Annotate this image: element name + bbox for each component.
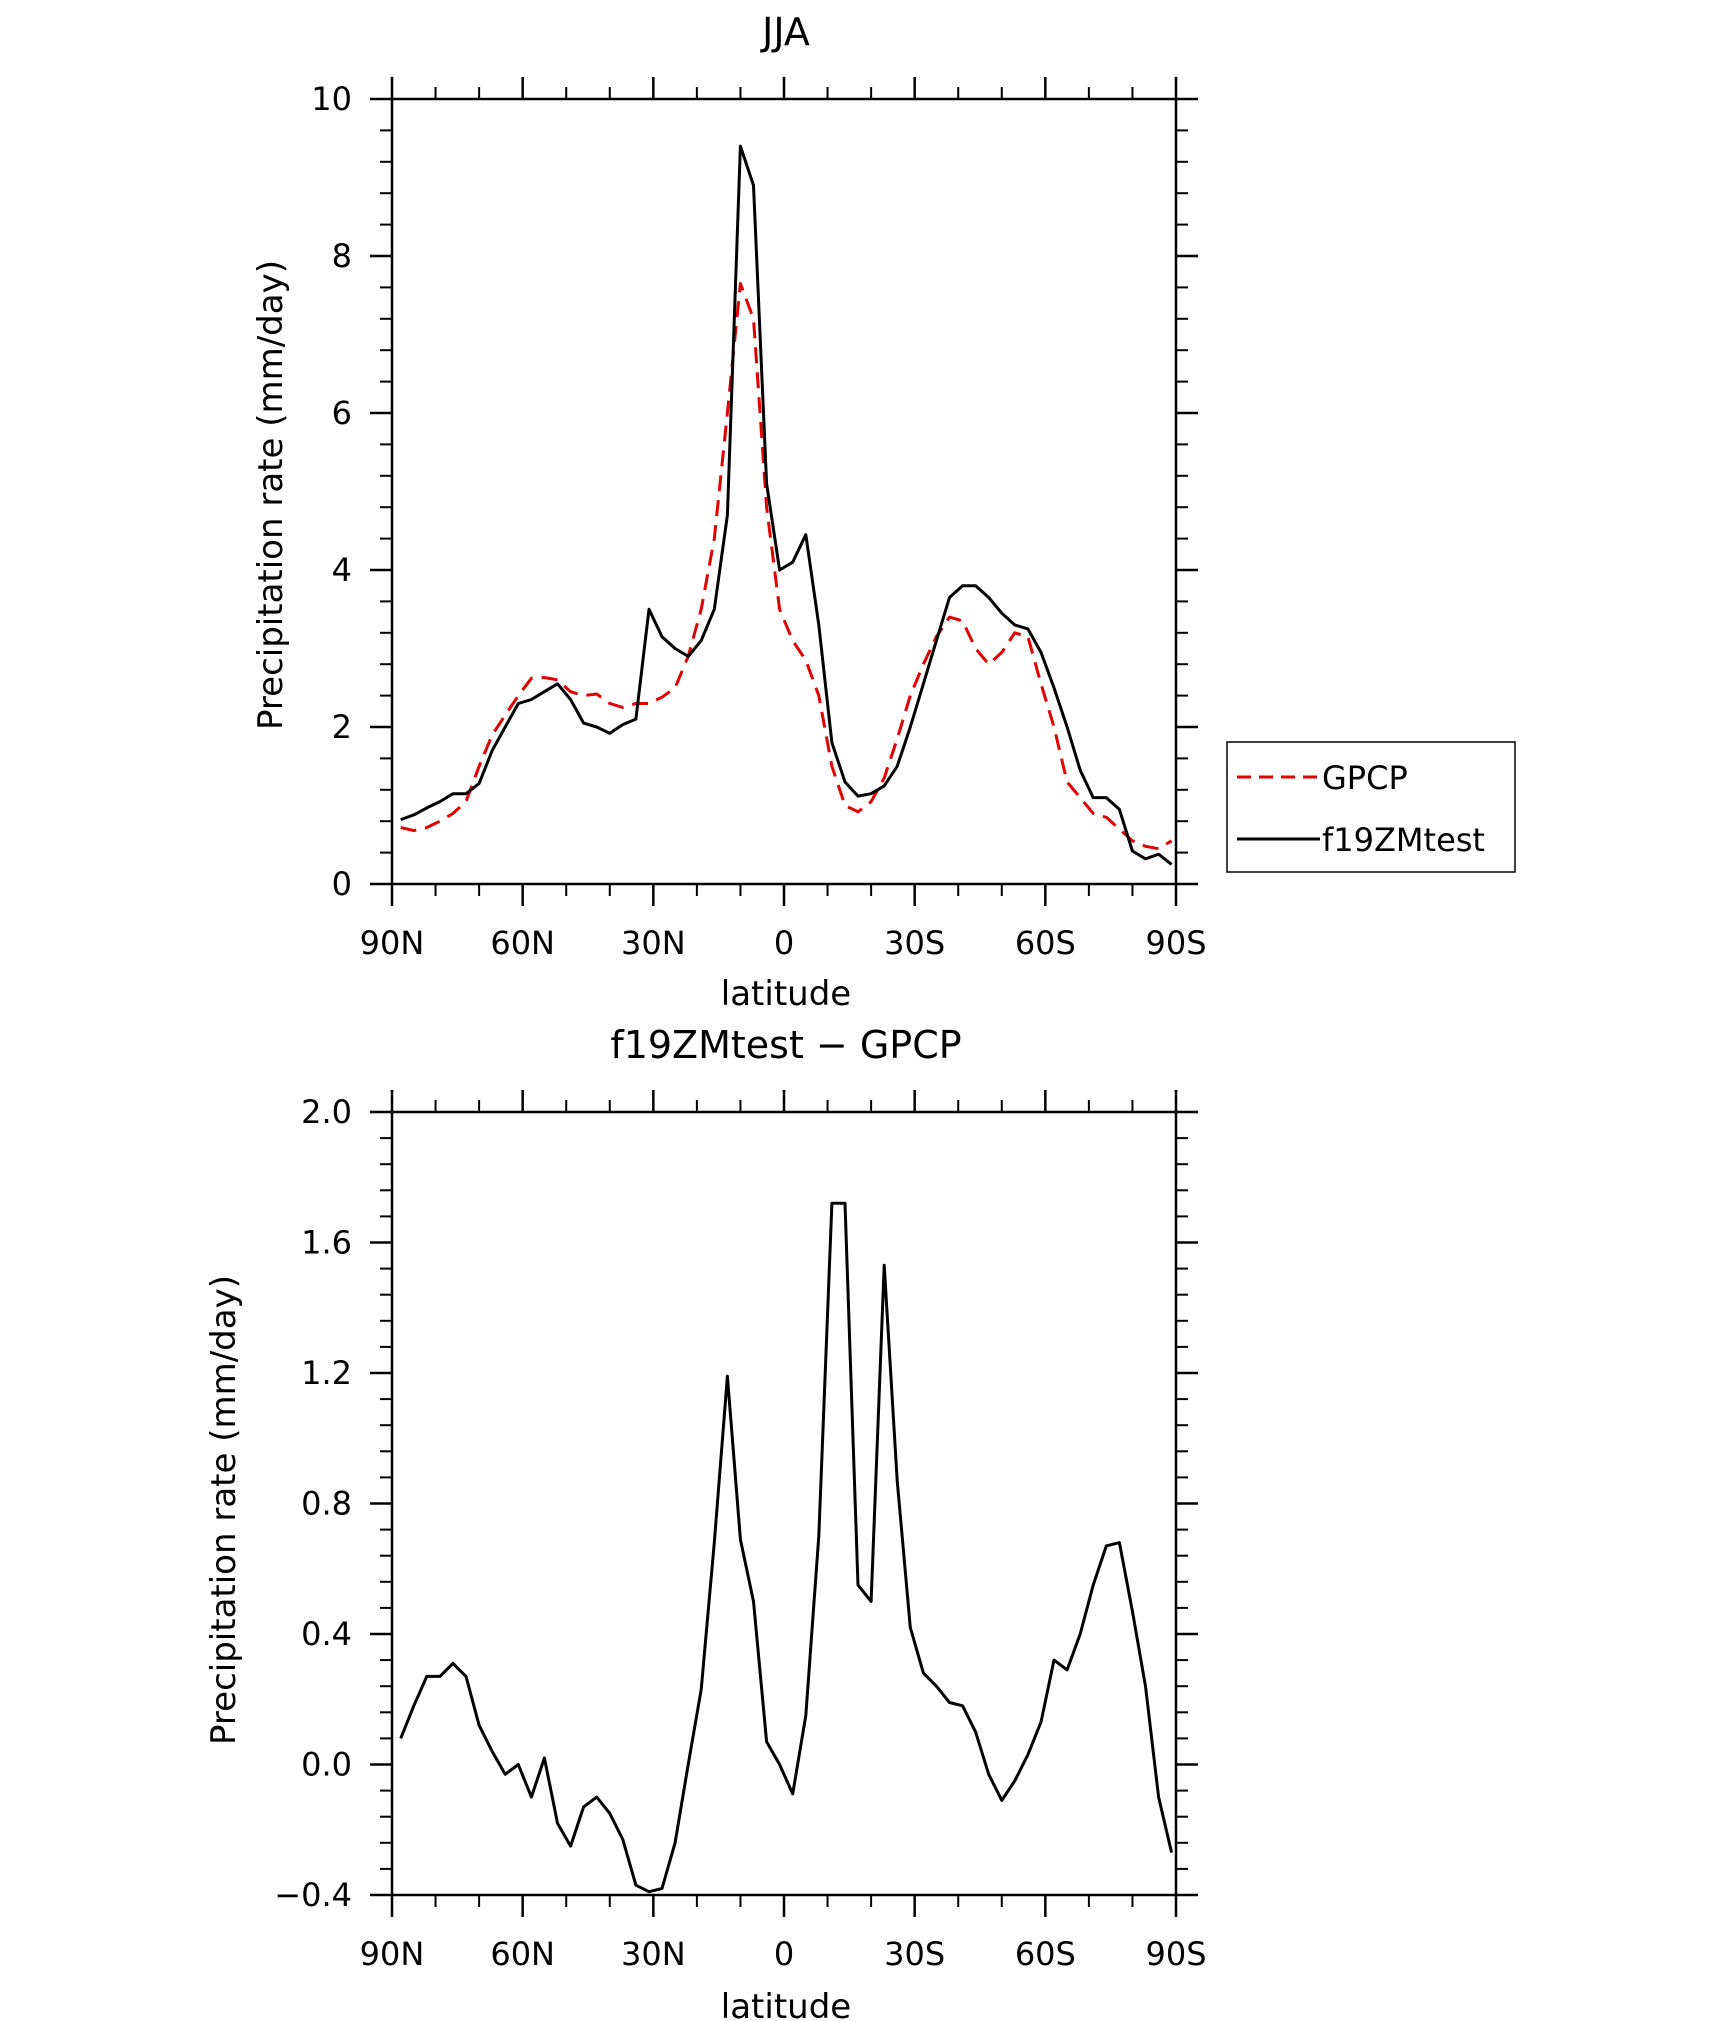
top-y-axis-label: Precipitation rate (mm/day) [251, 260, 291, 730]
bottom-y-tick-label: 0.4 [301, 1615, 352, 1653]
top-plot-area: 90N 60N 30N 0 30S 60S 90S 0 2 4 6 8 10 [311, 77, 1207, 962]
bottom-y-tick-label: −0.4 [274, 1876, 352, 1914]
top-series-gpcp-line [400, 282, 1173, 851]
bottom-y-tick-label: 1.2 [301, 1354, 352, 1392]
bottom-panel: f19ZMtest − GPCP 90N 60N 30N 0 30S 60S 90S −0.4… [204, 1023, 1207, 2021]
bottom-x-tick-label: 90S [1145, 1935, 1206, 1973]
bottom-plot-area: 90N 60N 30N 0 30S 60S 90S −0.4 0.0 0.4 0.8 1.2 1.6 2.… [274, 1090, 1207, 1973]
top-y-tick-label: 4 [332, 551, 352, 589]
top-y-tick-label: 0 [332, 865, 352, 903]
top-series-f19zmtest-line [400, 144, 1173, 866]
bottom-x-tick-label: 0 [774, 1935, 794, 1973]
top-x-axis-label: latitude [721, 974, 851, 1014]
top-x-tick-label: 60S [1015, 924, 1076, 962]
bottom-x-tick-label: 30S [884, 1935, 945, 1973]
top-x-tick-label: 60N [490, 924, 555, 962]
legend-gpcp-label: GPCP [1322, 759, 1408, 797]
bottom-x-tick-label: 60S [1015, 1935, 1076, 1973]
bottom-x-tick-label: 60N [490, 1935, 555, 1973]
legend: GPCP f19ZMtest [1226, 741, 1516, 873]
top-x-tick-label: 0 [774, 924, 794, 962]
top-x-tick-label: 30N [621, 924, 686, 962]
bottom-series-difference-line [399, 1201, 1174, 1894]
bottom-x-axis-label: latitude [721, 1987, 851, 2021]
bottom-y-tick-label: 0.0 [301, 1746, 352, 1784]
legend-f19zmtest-label: f19ZMtest [1322, 821, 1485, 859]
top-x-tick-label: 90N [360, 924, 425, 962]
top-x-tick-label: 30S [884, 924, 945, 962]
bottom-y-tick-label: 1.6 [301, 1224, 352, 1262]
top-plot-frame [390, 97, 1178, 886]
top-y-tick-label: 8 [332, 237, 352, 275]
top-y-tick-label: 6 [332, 394, 352, 432]
legend-box [1226, 741, 1516, 873]
bottom-y-tick-label: 2.0 [301, 1093, 352, 1131]
bottom-y-axis-label: Precipitation rate (mm/day) [204, 1275, 244, 1745]
bottom-x-tick-label: 30N [621, 1935, 686, 1973]
bottom-chart-title: f19ZMtest − GPCP [610, 1023, 961, 1067]
top-chart-title: JJA [760, 10, 810, 54]
top-y-tick-label: 10 [311, 80, 352, 118]
bottom-x-tick-label: 90N [360, 1935, 425, 1973]
top-y-tick-label: 2 [332, 708, 352, 746]
top-x-tick-label: 90S [1145, 924, 1206, 962]
bottom-y-tick-label: 0.8 [301, 1485, 352, 1523]
